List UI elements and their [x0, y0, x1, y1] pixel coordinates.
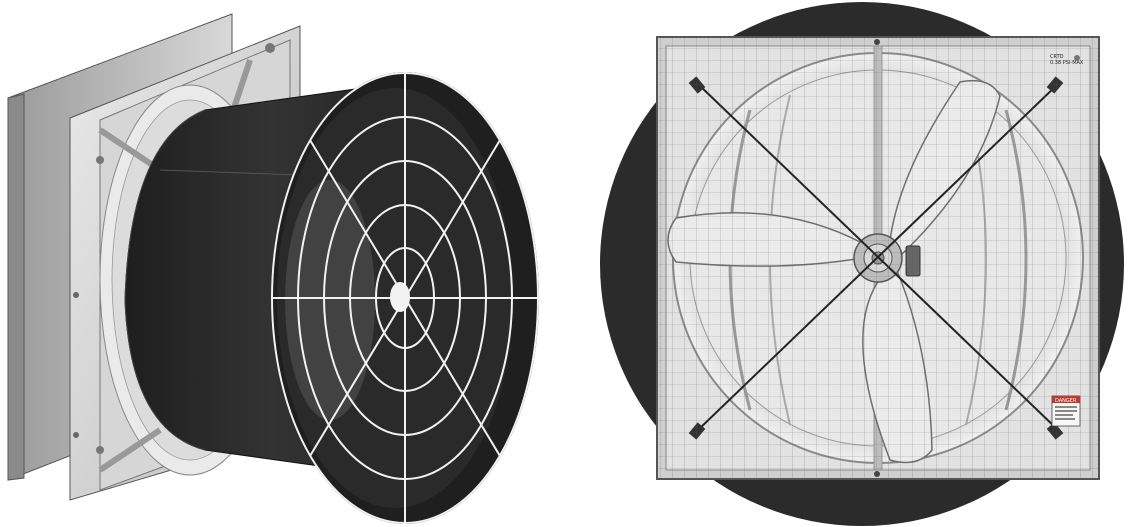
isometric-fan-drawing [7, 13, 539, 524]
warning-label-text: DANGER [1055, 398, 1077, 404]
bottom-mark [874, 471, 880, 477]
guard-grille [271, 72, 539, 524]
corner-label: CRTD 0.38 PSI-MAX [1050, 54, 1084, 66]
isometric-view [0, 0, 560, 527]
corner-label-line1: CRTD [1050, 54, 1064, 60]
front-fan-drawing: CRTD 0.38 PSI-MAX DANGER [600, 2, 1124, 526]
corner-label-line2: 0.38 PSI-MAX [1050, 60, 1084, 66]
guard-grid [657, 37, 1099, 479]
front-view: CRTD 0.38 PSI-MAX DANGER [600, 0, 1131, 527]
top-mark [874, 39, 880, 45]
housing-border [656, 36, 1100, 480]
warning-label: DANGER [1051, 395, 1081, 427]
